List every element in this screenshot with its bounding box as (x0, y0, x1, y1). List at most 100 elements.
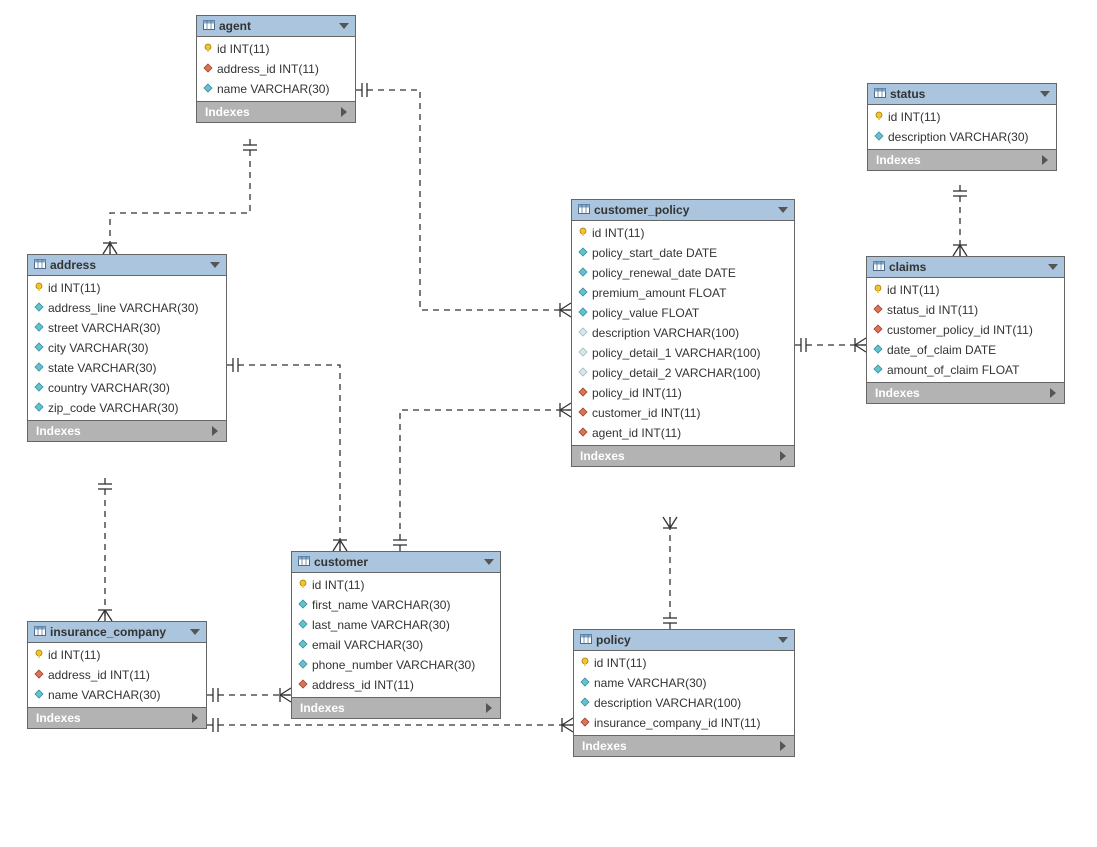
column-label: zip_code VARCHAR(30) (48, 401, 179, 415)
column-label: amount_of_claim FLOAT (887, 363, 1020, 377)
column-row[interactable]: policy_renewal_date DATE (572, 263, 794, 283)
column-row[interactable]: policy_id INT(11) (572, 383, 794, 403)
entity-header[interactable]: customer_policy (572, 200, 794, 221)
entity-address[interactable]: address id INT(11) address_line VARCHAR(30… (27, 254, 227, 442)
column-type-icon (578, 326, 588, 340)
column-row[interactable]: description VARCHAR(100) (572, 323, 794, 343)
column-type-icon (298, 658, 308, 672)
chevron-down-icon (339, 23, 349, 29)
column-row[interactable]: policy_detail_1 VARCHAR(100) (572, 343, 794, 363)
table-icon (203, 19, 215, 33)
column-row[interactable]: name VARCHAR(30) (197, 79, 355, 99)
column-row[interactable]: id INT(11) (197, 39, 355, 59)
column-row[interactable]: id INT(11) (28, 645, 206, 665)
column-label: status_id INT(11) (887, 303, 978, 317)
column-label: policy_start_date DATE (592, 246, 717, 260)
column-row[interactable]: id INT(11) (572, 223, 794, 243)
column-row[interactable]: customer_id INT(11) (572, 403, 794, 423)
column-type-icon (873, 283, 883, 297)
column-row[interactable]: street VARCHAR(30) (28, 318, 226, 338)
column-row[interactable]: phone_number VARCHAR(30) (292, 655, 500, 675)
column-row[interactable]: insurance_company_id INT(11) (574, 713, 794, 733)
column-row[interactable]: state VARCHAR(30) (28, 358, 226, 378)
column-type-icon (578, 346, 588, 360)
column-row[interactable]: policy_value FLOAT (572, 303, 794, 323)
edge-insurance_company-policy (207, 718, 573, 732)
column-label: id INT(11) (594, 656, 646, 670)
column-row[interactable]: amount_of_claim FLOAT (867, 360, 1064, 380)
indexes-footer[interactable]: Indexes (868, 149, 1056, 170)
entity-policy[interactable]: policy id INT(11) name VARCHAR(30)descript… (573, 629, 795, 757)
column-row[interactable]: first_name VARCHAR(30) (292, 595, 500, 615)
column-row[interactable]: id INT(11) (28, 278, 226, 298)
column-row[interactable]: address_id INT(11) (292, 675, 500, 695)
column-label: customer_id INT(11) (592, 406, 700, 420)
column-row[interactable]: id INT(11) (292, 575, 500, 595)
entity-header[interactable]: status (868, 84, 1056, 105)
column-type-icon (34, 401, 44, 415)
entity-title: insurance_company (50, 625, 166, 639)
arrow-right-icon (1042, 155, 1048, 165)
column-label: policy_renewal_date DATE (592, 266, 736, 280)
indexes-footer[interactable]: Indexes (28, 420, 226, 441)
column-row[interactable]: id INT(11) (574, 653, 794, 673)
column-row[interactable]: zip_code VARCHAR(30) (28, 398, 226, 418)
column-label: id INT(11) (48, 281, 100, 295)
edge-agent-customer_policy (356, 83, 571, 317)
column-row[interactable]: email VARCHAR(30) (292, 635, 500, 655)
column-row[interactable]: city VARCHAR(30) (28, 338, 226, 358)
column-row[interactable]: id INT(11) (868, 107, 1056, 127)
indexes-footer[interactable]: Indexes (572, 445, 794, 466)
entity-header[interactable]: customer (292, 552, 500, 573)
entity-claims[interactable]: claims id INT(11) status_id INT(11) custome… (866, 256, 1065, 404)
column-row[interactable]: agent_id INT(11) (572, 423, 794, 443)
column-type-icon (578, 246, 588, 260)
column-row[interactable]: address_id INT(11) (197, 59, 355, 79)
column-list: id INT(11)first_name VARCHAR(30) last_nam… (292, 573, 500, 697)
entity-header[interactable]: claims (867, 257, 1064, 278)
column-label: policy_id INT(11) (592, 386, 682, 400)
column-row[interactable]: description VARCHAR(30) (868, 127, 1056, 147)
entity-header[interactable]: policy (574, 630, 794, 651)
entity-status[interactable]: statusid INT(11)description VARCHAR(30)I… (867, 83, 1057, 171)
indexes-footer[interactable]: Indexes (197, 101, 355, 122)
chevron-down-icon (210, 262, 220, 268)
column-row[interactable]: date_of_claim DATE (867, 340, 1064, 360)
entity-agent[interactable]: agentid INT(11)address_id INT(11)name VA… (196, 15, 356, 123)
column-row[interactable]: last_name VARCHAR(30) (292, 615, 500, 635)
column-label: last_name VARCHAR(30) (312, 618, 450, 632)
column-row[interactable]: address_line VARCHAR(30) (28, 298, 226, 318)
edge-status-claims (953, 185, 967, 256)
column-label: policy_detail_2 VARCHAR(100) (592, 366, 761, 380)
column-row[interactable]: description VARCHAR(100) (574, 693, 794, 713)
indexes-footer[interactable]: Indexes (292, 697, 500, 718)
indexes-footer[interactable]: Indexes (574, 735, 794, 756)
column-row[interactable]: policy_detail_2 VARCHAR(100) (572, 363, 794, 383)
entity-customer[interactable]: customerid INT(11)first_name VARCHAR(30)… (291, 551, 501, 719)
column-row[interactable]: status_id INT(11) (867, 300, 1064, 320)
table-icon (578, 203, 590, 217)
entity-title: claims (889, 260, 926, 274)
column-row[interactable]: premium_amount FLOAT (572, 283, 794, 303)
column-row[interactable]: id INT(11) (867, 280, 1064, 300)
column-row[interactable]: name VARCHAR(30) (574, 673, 794, 693)
entity-insurance_company[interactable]: insurance_companyid INT(11)address_id IN… (27, 621, 207, 729)
entity-header[interactable]: agent (197, 16, 355, 37)
column-row[interactable]: address_id INT(11) (28, 665, 206, 685)
indexes-footer[interactable]: Indexes (28, 707, 206, 728)
column-row[interactable]: policy_start_date DATE (572, 243, 794, 263)
entity-customer_policy[interactable]: customer_policyid INT(11) policy_start_da… (571, 199, 795, 467)
column-list: id INT(11) policy_start_date DATE policy_r… (572, 221, 794, 445)
arrow-right-icon (341, 107, 347, 117)
column-type-icon (34, 668, 44, 682)
column-type-icon (873, 363, 883, 377)
column-row[interactable]: name VARCHAR(30) (28, 685, 206, 705)
column-label: street VARCHAR(30) (48, 321, 160, 335)
column-row[interactable]: customer_policy_id INT(11) (867, 320, 1064, 340)
entity-header[interactable]: address (28, 255, 226, 276)
footer-label: Indexes (36, 711, 81, 725)
column-row[interactable]: country VARCHAR(30) (28, 378, 226, 398)
indexes-footer[interactable]: Indexes (867, 382, 1064, 403)
entity-header[interactable]: insurance_company (28, 622, 206, 643)
column-type-icon (203, 42, 213, 56)
